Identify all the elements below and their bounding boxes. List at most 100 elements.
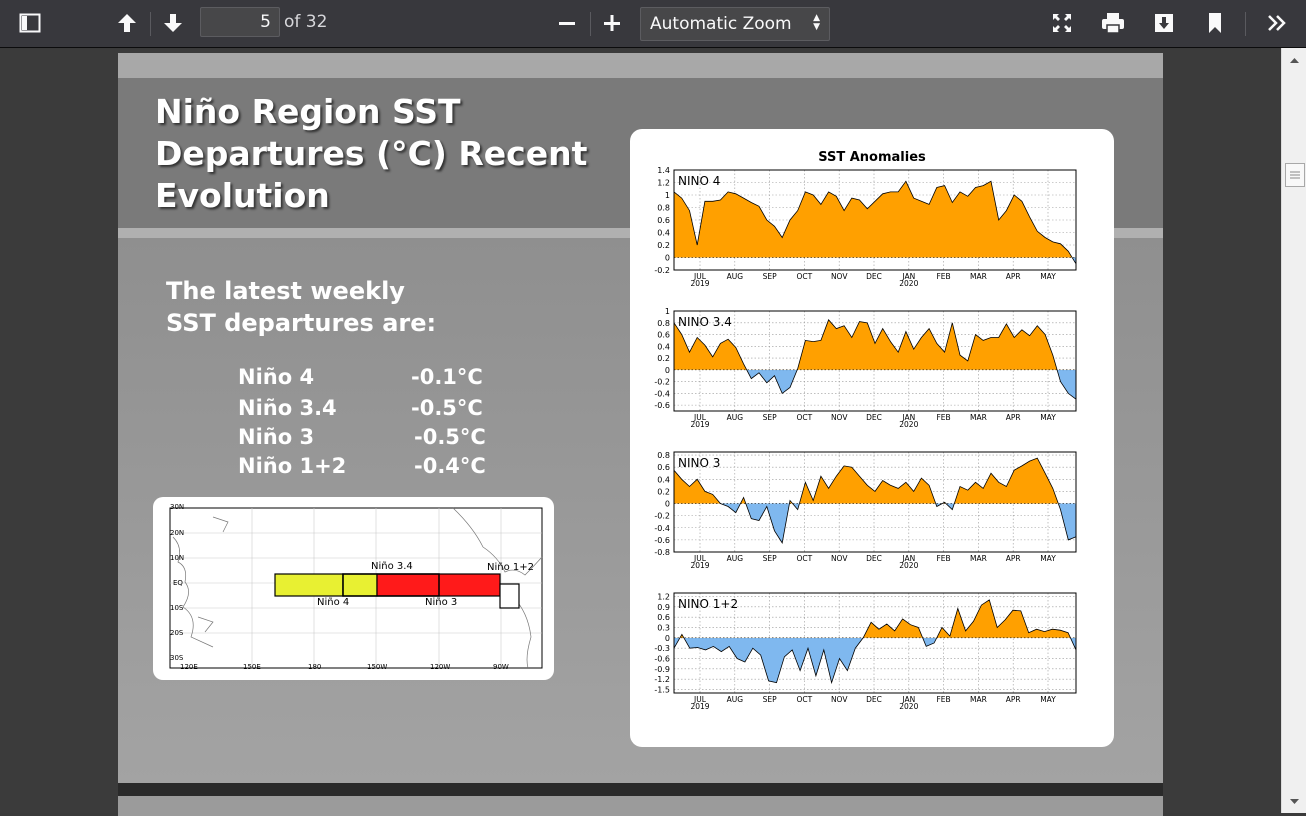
- x-tick-label: DEC: [866, 272, 882, 281]
- y-tick-label: 1.2: [657, 592, 670, 601]
- x-tick-year: 2020: [899, 702, 918, 711]
- x-tick-label: OCT: [797, 413, 813, 422]
- next-page-button[interactable]: [158, 8, 188, 38]
- panel-label: NINO 3: [678, 456, 720, 470]
- minus-icon: [559, 22, 575, 25]
- y-tick-label: -0.6: [654, 401, 670, 410]
- previous-page-button[interactable]: [112, 8, 142, 38]
- tools-button[interactable]: [1262, 8, 1292, 38]
- series-line: [673, 180, 1077, 265]
- x-tick-label: JUL: [693, 695, 707, 704]
- x-tick-label: MAY: [1040, 554, 1056, 563]
- slide-title-line: Departures (°C) Recent: [155, 134, 588, 173]
- arrow-down-icon: [164, 14, 182, 32]
- y-tick-label: 0.4: [657, 342, 670, 351]
- lon-label: 90W: [493, 663, 509, 671]
- x-tick-label: JAN: [901, 554, 915, 563]
- presentation-mode-button[interactable]: [1047, 8, 1077, 38]
- zoom-in-button[interactable]: [597, 8, 627, 38]
- y-tick-label: 0: [665, 500, 670, 509]
- slide-title-line: Evolution: [155, 176, 330, 215]
- bookmark-button[interactable]: [1200, 8, 1230, 38]
- scroll-thumb[interactable]: [1285, 163, 1305, 187]
- region-value: -0.1°C: [411, 365, 483, 389]
- chart-canvas: SST Anomalies -0.2 0 0.2 0.4 0.6 0.8 1 1.2 1.4 NIN…: [654, 150, 1077, 711]
- sidebar-toggle-button[interactable]: [14, 8, 46, 38]
- y-tick-label: 0.4: [657, 475, 670, 484]
- y-tick-label: 0: [665, 366, 670, 375]
- region-name: Niño 3: [238, 425, 315, 449]
- zoom-select[interactable]: Automatic Zoom ▲ ▼: [640, 7, 830, 41]
- x-tick-label: MAR: [970, 554, 987, 563]
- x-tick-label: DEC: [866, 413, 882, 422]
- map-label-nino4: Niño 4: [317, 597, 350, 608]
- scroll-down-icon[interactable]: [1282, 792, 1306, 812]
- download-button[interactable]: [1149, 8, 1179, 38]
- x-tick-label: NOV: [831, 695, 848, 704]
- y-tick-label: -0.2: [654, 266, 670, 275]
- y-tick-label: 0.2: [657, 354, 670, 363]
- subtitle-line: SST departures are:: [166, 309, 437, 337]
- x-tick-label: NOV: [831, 413, 848, 422]
- region-value: -0.5°C: [411, 396, 483, 420]
- page-count-label: of 32: [284, 12, 328, 32]
- x-tick-label: MAY: [1040, 695, 1056, 704]
- chart-title: SST Anomalies: [818, 150, 926, 165]
- scroll-up-icon[interactable]: [1282, 50, 1306, 70]
- x-tick-label: FEB: [936, 695, 950, 704]
- chevron-updown-icon: ▲ ▼: [813, 13, 820, 32]
- x-tick-label: FEB: [936, 413, 950, 422]
- negative-area: [674, 637, 1076, 683]
- y-tick-label: -0.4: [654, 524, 670, 533]
- x-tick-label: FEB: [936, 272, 950, 281]
- x-tick-label: SEP: [763, 272, 777, 281]
- download-icon: [1155, 14, 1173, 32]
- map-label-nino34: Niño 3.4: [371, 561, 413, 572]
- nino-regions-map: Niño 3.4 Niño 4 Niño 3 Niño 1+2 30N 20N …: [153, 497, 554, 680]
- positive-area: [679, 599, 1071, 638]
- vertical-scrollbar[interactable]: [1281, 48, 1306, 813]
- y-tick-label: 0: [665, 634, 670, 643]
- positive-area: [674, 319, 1058, 370]
- slide-subtitle: The latest weekly SST departures are:: [166, 275, 436, 339]
- y-tick-label: 1.2: [657, 179, 670, 188]
- y-tick-label: 1.4: [657, 166, 670, 175]
- y-tick-label: 0.6: [657, 331, 670, 340]
- y-tick-label: 0.9: [657, 603, 670, 612]
- printer-icon: [1102, 13, 1124, 34]
- x-tick-label: JAN: [901, 272, 915, 281]
- y-tick-label: 0.8: [657, 319, 670, 328]
- region-name: Niño 1+2: [238, 454, 347, 478]
- map-label-nino12: Niño 1+2: [487, 562, 534, 573]
- region-value: -0.4°C: [414, 454, 486, 478]
- x-tick-year: 2020: [899, 420, 918, 429]
- x-tick-label: AUG: [727, 695, 744, 704]
- x-tick-label: DEC: [866, 554, 882, 563]
- y-tick-label: 0.2: [657, 241, 670, 250]
- y-tick-label: 0.8: [657, 451, 670, 460]
- x-tick-year: 2020: [899, 561, 918, 570]
- document-viewer[interactable]: Niño Region SST Departures (°C) Recent E…: [0, 49, 1281, 813]
- positive-area: [674, 181, 1076, 258]
- x-tick-label: NOV: [831, 554, 848, 563]
- x-tick-label: NOV: [831, 272, 848, 281]
- x-tick-label: APR: [1006, 413, 1021, 422]
- slide-title: Niño Region SST Departures (°C) Recent E…: [155, 91, 595, 217]
- region-value: -0.5°C: [414, 425, 486, 449]
- x-tick-label: MAR: [970, 695, 987, 704]
- x-tick-label: APR: [1006, 554, 1021, 563]
- lat-label: 20N: [170, 529, 185, 537]
- x-tick-label: SEP: [763, 554, 777, 563]
- zoom-out-button[interactable]: [552, 8, 582, 38]
- panel-label: NINO 4: [678, 174, 720, 188]
- series-line: [673, 599, 1077, 685]
- bookmark-icon: [1209, 13, 1221, 33]
- page-number-input[interactable]: [200, 7, 280, 37]
- print-button[interactable]: [1098, 8, 1128, 38]
- region-name: Niño 4: [238, 365, 315, 389]
- x-tick-label: MAR: [970, 413, 987, 422]
- x-tick-label: SEP: [763, 695, 777, 704]
- pdf-toolbar: of 32 Automatic Zoom ▲▼: [0, 0, 1306, 48]
- subtitle-line: The latest weekly: [166, 277, 405, 305]
- y-tick-label: 1: [665, 307, 670, 316]
